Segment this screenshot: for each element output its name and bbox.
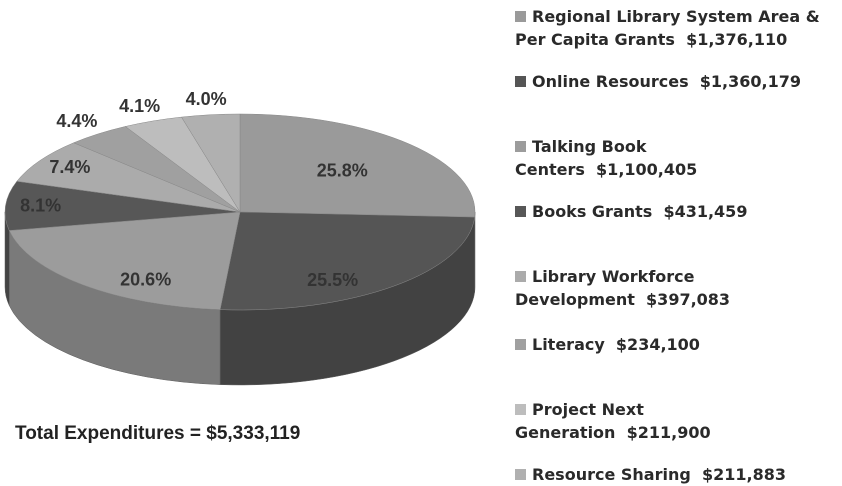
legend-amount: $1,100,405 <box>596 160 698 179</box>
legend-label: Books Grants <box>532 202 653 221</box>
legend-item: Regional Library System Area & Per Capit… <box>515 5 830 51</box>
data-label: 25.8% <box>317 160 368 180</box>
data-label: 20.6% <box>120 269 171 289</box>
slice <box>219 211 475 311</box>
legend-swatch <box>515 206 526 217</box>
legend-item: Library Workforce Development $397,083 <box>515 265 830 311</box>
data-label: 7.4% <box>49 157 90 177</box>
data-label: 8.1% <box>20 195 61 215</box>
legend-amount: $211,883 <box>701 465 786 484</box>
legend-item: Project Next Generation $211,900 <box>515 398 830 444</box>
legend-swatch <box>515 404 526 415</box>
slice <box>8 211 241 310</box>
legend-amount: $211,900 <box>626 423 711 442</box>
legend-amount: $234,100 <box>615 335 700 354</box>
slice <box>181 113 241 213</box>
legend-amount: $431,459 <box>663 202 748 221</box>
legend-amount: $1,360,179 <box>699 72 801 91</box>
legend-label: Online Resources <box>532 72 689 91</box>
slice <box>4 180 241 231</box>
legend-label: Regional Library System Area & Per Capit… <box>515 7 820 49</box>
legend-swatch <box>515 339 526 350</box>
legend-label: Library Workforce Development <box>515 267 695 309</box>
legend-item: Online Resources $1,360,179 <box>515 70 830 93</box>
legend-amount: $1,376,110 <box>686 30 788 49</box>
legend-item: Resource Sharing $211,883 <box>515 463 830 486</box>
data-label: 4.0% <box>186 89 227 109</box>
legend-item: Books Grants $431,459 <box>515 200 830 223</box>
legend-label: Resource Sharing <box>532 465 691 484</box>
legend-swatch <box>515 141 526 152</box>
data-label: 25.5% <box>307 270 358 290</box>
legend-item: Literacy $234,100 <box>515 333 830 356</box>
data-label: 4.1% <box>119 96 160 116</box>
legend-amount: $397,083 <box>646 290 731 309</box>
legend-label: Literacy <box>532 335 605 354</box>
legend-swatch <box>515 11 526 22</box>
slice <box>239 113 476 218</box>
caption: Total Expenditures = $5,333,119 <box>15 423 301 444</box>
legend-item: Talking Book Centers $1,100,405 <box>515 135 830 181</box>
slice <box>16 142 241 213</box>
data-label: 4.4% <box>56 111 97 131</box>
legend-label: Project Next Generation <box>515 400 644 442</box>
legend-swatch <box>515 271 526 282</box>
legend-label: Talking Book Centers <box>515 137 647 179</box>
legend-swatch <box>515 76 526 87</box>
legend-swatch <box>515 469 526 480</box>
